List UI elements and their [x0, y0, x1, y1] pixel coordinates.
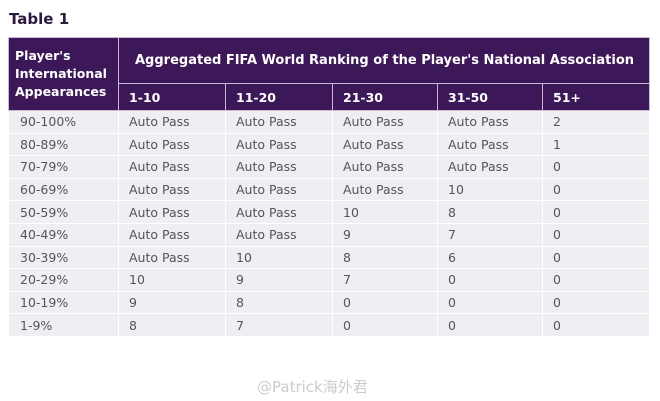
table-cell: 0 — [542, 245, 650, 270]
table-cell: Auto Pass — [332, 132, 438, 157]
table-cell: 0 — [542, 200, 650, 224]
table-cell: Auto Pass — [118, 177, 226, 202]
table-cell: 7 — [332, 268, 438, 292]
table-cell: 0 — [542, 177, 650, 202]
table-cell: Auto Pass — [118, 155, 226, 179]
table-cell: 8 — [225, 290, 333, 315]
table-cell: 0 — [437, 313, 543, 337]
table-cell: Auto Pass — [225, 132, 333, 157]
table-cell: 9 — [332, 222, 438, 247]
table-cell: 7 — [437, 222, 543, 247]
table-cell: Auto Pass — [118, 245, 226, 270]
table-cell: Auto Pass — [225, 222, 333, 247]
table-cell: Auto Pass — [332, 155, 438, 179]
table-cell: 0 — [542, 313, 650, 337]
column-header: 51+ — [542, 83, 650, 111]
table-cell: Auto Pass — [225, 155, 333, 179]
column-header: 31-50 — [437, 83, 543, 111]
column-header: 11-20 — [225, 83, 333, 111]
table-cell: Auto Pass — [118, 132, 226, 157]
table-row: 1-9% 8 7 0 0 0 — [8, 313, 650, 337]
table-cell: 8 — [332, 245, 438, 270]
table-cell: Auto Pass — [118, 110, 226, 134]
table-cell: 0 — [542, 290, 650, 315]
table-cell: 8 — [437, 200, 543, 224]
table-row: 70-79% Auto Pass Auto Pass Auto Pass Auto Pa… — [8, 155, 650, 179]
table-cell: Auto Pass — [437, 155, 543, 179]
table-cell: 10 — [225, 245, 333, 270]
table-row: 40-49% Auto Pass Auto Pass 9 7 0 — [8, 222, 650, 247]
table-cell: Auto Pass — [437, 110, 543, 134]
row-label: 1-9% — [8, 313, 119, 337]
table-cell: 6 — [437, 245, 543, 270]
table-row: 60-69% Auto Pass Auto Pass Auto Pass 10 0 — [8, 177, 650, 202]
row-label: 10-19% — [8, 290, 119, 315]
table-cell: 0 — [437, 268, 543, 292]
table-cell: Auto Pass — [118, 200, 226, 224]
table-row: 50-59% Auto Pass Auto Pass 10 8 0 — [8, 200, 650, 224]
row-label: 40-49% — [8, 222, 119, 247]
table-cell: Auto Pass — [225, 200, 333, 224]
row-label: 20-29% — [8, 268, 119, 292]
row-label: 80-89% — [8, 132, 119, 157]
group-header: Aggregated FIFA World Ranking of the Pla… — [118, 37, 650, 84]
table-row: 20-29% 10 9 7 0 0 — [8, 268, 650, 292]
table-cell: 0 — [542, 155, 650, 179]
table-row: 10-19% 9 8 0 0 0 — [8, 290, 650, 315]
table-cell: 10 — [437, 177, 543, 202]
table-row: 90-100% Auto Pass Auto Pass Auto Pass Auto P… — [8, 110, 650, 134]
table-cell: Auto Pass — [332, 177, 438, 202]
table-cell: 2 — [542, 110, 650, 134]
column-header: 21-30 — [332, 83, 438, 111]
table-cell: Auto Pass — [437, 132, 543, 157]
table-row: 80-89% Auto Pass Auto Pass Auto Pass Auto Pa… — [8, 132, 650, 157]
ranking-table: Player's International Appearances Aggre… — [8, 37, 650, 337]
row-label: 30-39% — [8, 245, 119, 270]
table-cell: 0 — [542, 222, 650, 247]
column-header: 1-10 — [118, 83, 226, 111]
table-cell: 0 — [332, 290, 438, 315]
table-cell: 9 — [118, 290, 226, 315]
table-cell: 1 — [542, 132, 650, 157]
table-cell: 9 — [225, 268, 333, 292]
table-cell: 0 — [542, 268, 650, 292]
table-cell: Auto Pass — [332, 110, 438, 134]
table-cell: 7 — [225, 313, 333, 337]
table-cell: 8 — [118, 313, 226, 337]
row-label: 50-59% — [8, 200, 119, 224]
row-label: 70-79% — [8, 155, 119, 179]
table-cell: 10 — [332, 200, 438, 224]
row-label: 60-69% — [8, 177, 119, 202]
row-label: 90-100% — [8, 110, 119, 134]
table-title: Table 1 — [9, 10, 70, 28]
watermark: @Patrick海外君 — [257, 378, 368, 396]
row-header: Player's International Appearances — [8, 37, 119, 111]
table-cell: 0 — [332, 313, 438, 337]
table-cell: Auto Pass — [225, 177, 333, 202]
table-row: 30-39% Auto Pass 10 8 6 0 — [8, 245, 650, 270]
table-cell: 10 — [118, 268, 226, 292]
table-cell: Auto Pass — [118, 222, 226, 247]
table-cell: 0 — [437, 290, 543, 315]
table-cell: Auto Pass — [225, 110, 333, 134]
